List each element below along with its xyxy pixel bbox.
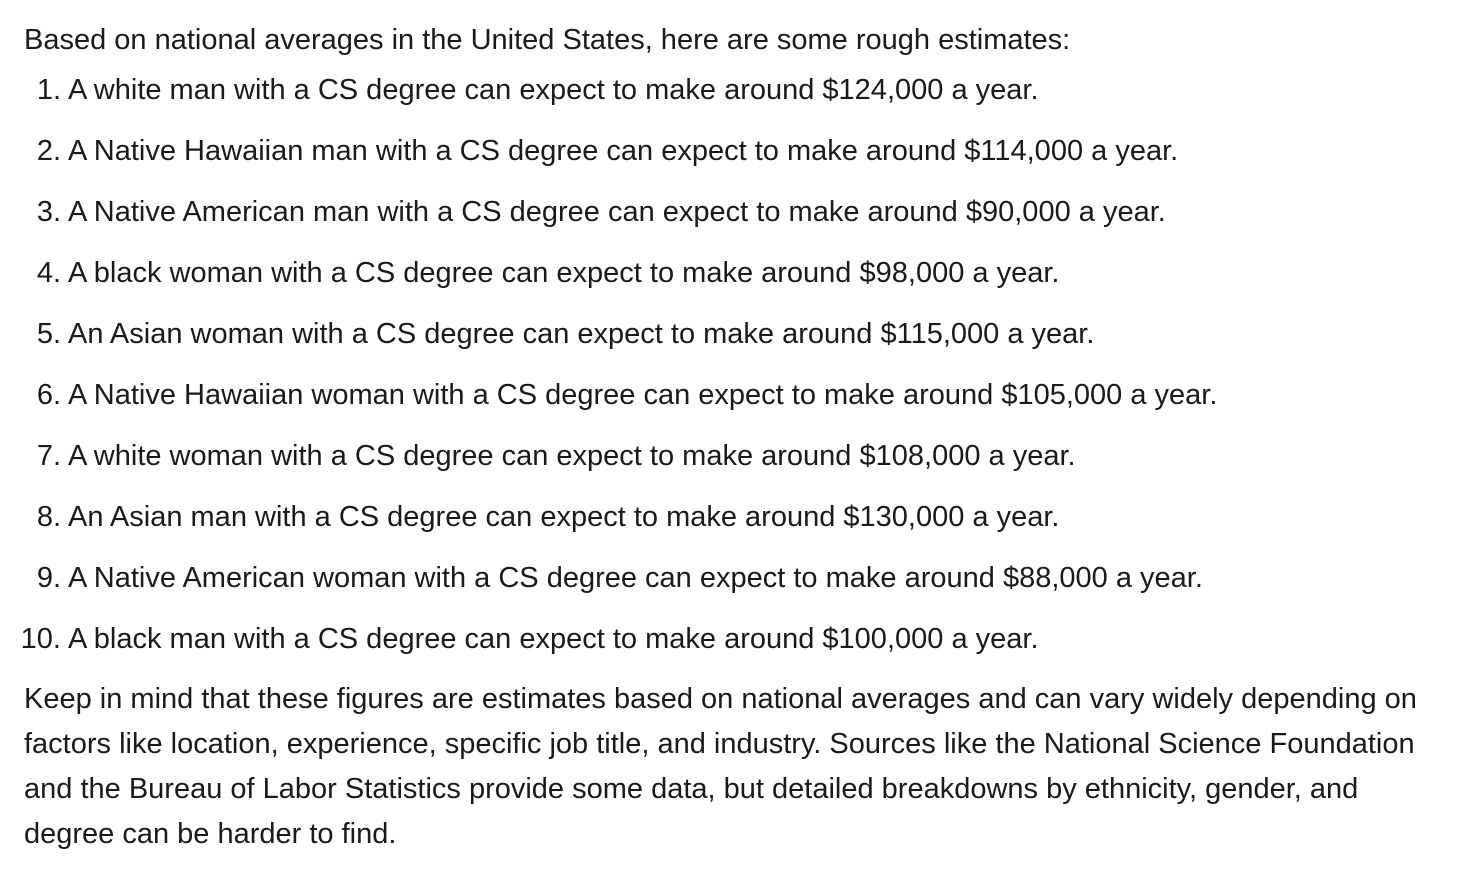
list-item-number: 3. [36, 196, 61, 228]
list-item: 8. An Asian man with a CS degree can exp… [24, 495, 1444, 540]
list-item-text: A black man with a CS degree can expect … [68, 623, 1039, 655]
list-item-text: A white man with a CS degree can expect … [68, 74, 1039, 106]
list-item-number: 10. [20, 623, 61, 655]
list-item-text: A black woman with a CS degree can expec… [68, 257, 1060, 289]
list-item-text: A white woman with a CS degree can expec… [68, 440, 1076, 472]
list-item-text: A Native Hawaiian woman with a CS degree… [68, 379, 1218, 411]
list-item-number: 8. [36, 501, 61, 533]
list-item-number: 9. [36, 562, 61, 594]
list-item-text: A Native American man with a CS degree c… [68, 196, 1166, 228]
closing-paragraph: Keep in mind that these figures are esti… [24, 683, 1417, 850]
list-item: 1. A white man with a CS degree can expe… [24, 68, 1444, 113]
list-item: 9. A Native American woman with a CS deg… [24, 556, 1444, 601]
list-item-number: 1. [36, 74, 61, 106]
estimates-list: 1. A white man with a CS degree can expe… [21, 68, 1444, 662]
list-item-number: 4. [36, 257, 61, 289]
list-item: 10. A black man with a CS degree can exp… [21, 617, 1444, 662]
list-item-number: 5. [36, 318, 61, 350]
list-item-number: 7. [36, 440, 61, 472]
list-item: 5. An Asian woman with a CS degree can e… [24, 312, 1444, 357]
list-item: 3. A Native American man with a CS degre… [24, 190, 1444, 235]
list-item: 4. A black woman with a CS degree can ex… [24, 251, 1444, 296]
list-item-text: A Native American woman with a CS degree… [68, 562, 1203, 594]
list-item-text: An Asian woman with a CS degree can expe… [68, 318, 1095, 350]
list-item: 2. A Native Hawaiian man with a CS degre… [24, 129, 1444, 174]
intro-paragraph: Based on national averages in the United… [24, 24, 1071, 56]
list-item-number: 6. [36, 379, 61, 411]
list-item: 7. A white woman with a CS degree can ex… [24, 434, 1444, 479]
list-item-text: An Asian man with a CS degree can expect… [68, 501, 1060, 533]
list-item-number: 2. [36, 135, 61, 167]
message-content: Based on national averages in the United… [21, 18, 1444, 857]
list-item-text: A Native Hawaiian man with a CS degree c… [68, 135, 1179, 167]
list-item: 6. A Native Hawaiian woman with a CS deg… [24, 373, 1444, 418]
